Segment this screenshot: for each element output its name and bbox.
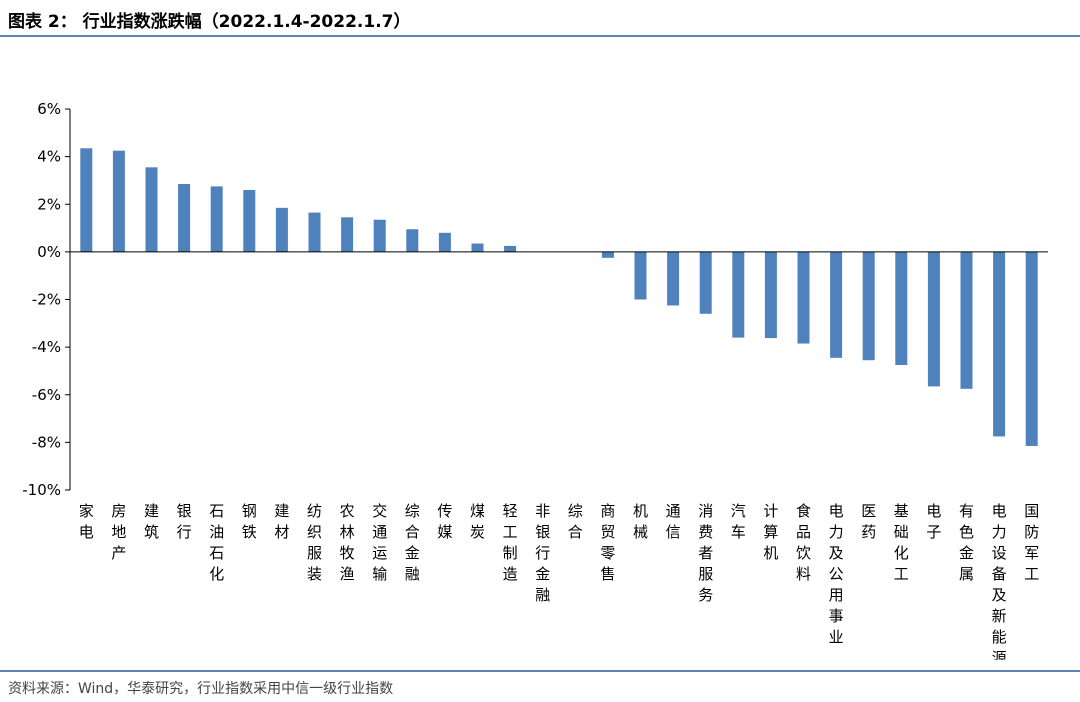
y-tick-label: -6% <box>32 386 61 404</box>
bar <box>210 186 223 252</box>
category-label: 建筑 <box>144 502 159 541</box>
category-label: 纺织服装 <box>307 502 322 583</box>
bar <box>830 251 843 358</box>
category-label: 电力设备及新能源 <box>992 502 1007 660</box>
bar <box>341 217 354 252</box>
category-label: 基础化工 <box>894 502 909 583</box>
category-label: 汽车 <box>731 502 746 541</box>
category-label: 银行 <box>177 502 192 541</box>
bar <box>275 207 288 252</box>
bar <box>1025 251 1038 446</box>
figure-title: 图表 2： 行业指数涨跌幅（2022.1.4-2022.1.7） <box>8 12 411 32</box>
bar <box>601 251 614 258</box>
category-label: 石油石化 <box>209 502 224 583</box>
bar <box>699 251 712 314</box>
category-label: 机械 <box>633 502 648 541</box>
bar <box>80 148 93 252</box>
category-label: 农林牧渔 <box>340 502 355 583</box>
y-tick-label: -10% <box>22 481 61 499</box>
title-divider <box>0 35 1080 37</box>
bar <box>471 243 484 252</box>
category-label: 传媒 <box>437 502 452 541</box>
bar <box>406 229 419 252</box>
category-label: 交通运输 <box>372 502 387 583</box>
category-label: 电子 <box>926 502 941 541</box>
bar <box>895 251 908 365</box>
y-tick-label: 6% <box>37 100 61 118</box>
bar <box>504 245 517 252</box>
category-label: 房地产 <box>111 502 126 562</box>
bar <box>438 232 451 252</box>
bar <box>178 184 191 252</box>
footer-divider <box>0 670 1080 672</box>
source-note: 资料来源：Wind，华泰研究，行业指数采用中信一级行业指数 <box>8 681 394 697</box>
y-tick-label: -8% <box>32 433 61 451</box>
bar <box>145 167 158 252</box>
bar <box>960 251 973 389</box>
category-label: 综合 <box>568 502 583 541</box>
category-label: 食品饮料 <box>796 502 811 583</box>
bar <box>634 251 647 300</box>
category-label: 通信 <box>666 502 681 541</box>
category-label: 消费者服务 <box>698 502 713 604</box>
category-label: 商贸零售 <box>600 502 615 583</box>
bar-chart: 6% 4% 2% 0% -2% -4% -6% -8% -10% 家电 房地产 建筑 银行 石油石化 钢铁建… <box>0 60 1080 667</box>
category-label: 医药 <box>861 502 876 541</box>
y-tick-label: 2% <box>37 195 61 213</box>
bar <box>797 251 810 344</box>
y-tick-label: -2% <box>32 291 61 309</box>
category-label: 电力及公用事业 <box>829 502 844 646</box>
bar <box>243 189 256 252</box>
bar <box>308 212 321 252</box>
y-tick-label: 4% <box>37 148 61 166</box>
bar <box>927 251 940 387</box>
bar <box>667 251 680 306</box>
category-label: 非银行金融 <box>535 502 550 604</box>
bar <box>373 219 386 252</box>
category-label: 有色金属 <box>959 502 974 583</box>
y-tick-label: -4% <box>32 338 61 356</box>
category-label: 计算机 <box>763 502 778 562</box>
title-bar: 图表 2： 行业指数涨跌幅（2022.1.4-2022.1.7） <box>0 0 1080 37</box>
bar <box>862 251 875 361</box>
category-label: 国防军工 <box>1024 502 1039 583</box>
bar <box>764 251 777 339</box>
category-label: 轻工制造 <box>503 502 518 583</box>
y-tick-label: 0% <box>37 243 61 261</box>
category-label: 钢铁 <box>242 502 257 541</box>
bar <box>993 251 1006 437</box>
category-label: 家电 <box>79 502 94 541</box>
category-label: 建材 <box>274 502 289 541</box>
category-label: 综合金融 <box>405 502 420 583</box>
bar <box>732 251 745 338</box>
bar <box>112 150 125 252</box>
category-label: 煤炭 <box>470 502 485 541</box>
